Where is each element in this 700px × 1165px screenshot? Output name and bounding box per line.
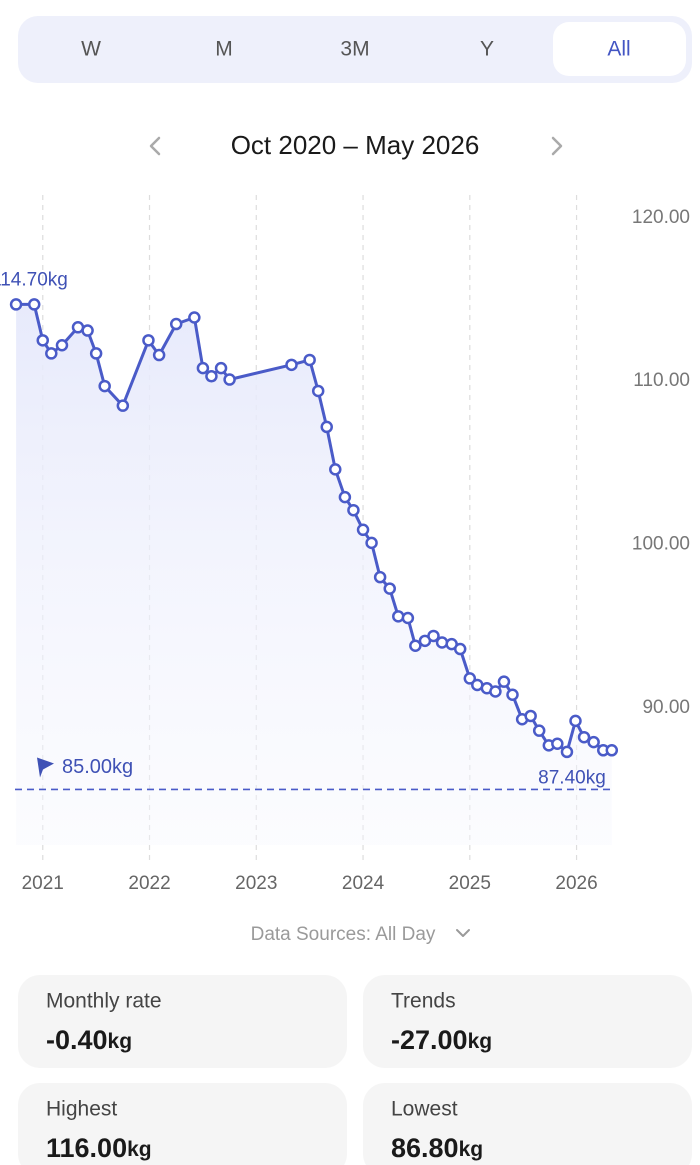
point — [81, 324, 94, 337]
data-sources[interactable]: Data Sources: All Day — [251, 924, 436, 945]
stat-unit: kg — [127, 1138, 152, 1161]
stat-number: -0.40 — [46, 1025, 108, 1055]
point — [524, 709, 537, 723]
point — [409, 639, 422, 653]
point — [373, 570, 387, 584]
point — [223, 373, 236, 386]
stat-unit: kg — [459, 1138, 484, 1161]
point — [329, 463, 342, 476]
point — [205, 370, 218, 383]
value-label: 114.70kg — [0, 269, 68, 290]
point — [383, 582, 396, 595]
point — [365, 536, 378, 550]
tab[interactable]: 3M — [340, 38, 369, 61]
point — [142, 334, 155, 347]
x-tick-label: 2021 — [22, 873, 64, 894]
point — [569, 714, 582, 728]
stat-unit: kg — [108, 1030, 133, 1053]
point — [98, 379, 111, 393]
stat-label: Trends — [391, 990, 456, 1013]
tab[interactable]: All — [607, 38, 630, 61]
y-tick-label: 100.00 — [632, 534, 690, 555]
point — [27, 298, 41, 311]
goal-label: 85.00kg — [62, 756, 133, 778]
x-tick-label: 2023 — [235, 873, 277, 894]
y-tick-label: 120.00 — [632, 207, 690, 228]
next-button[interactable] — [551, 136, 563, 156]
point — [214, 361, 228, 375]
point — [463, 672, 477, 685]
x-tick-label: 2025 — [449, 873, 491, 894]
tab[interactable]: W — [81, 38, 101, 61]
stat-unit: kg — [468, 1030, 493, 1053]
point — [392, 610, 405, 623]
point — [356, 523, 370, 537]
stat-card — [363, 975, 692, 1068]
point — [188, 311, 201, 324]
y-tick-label: 110.00 — [633, 370, 690, 391]
prev-button[interactable] — [149, 136, 161, 156]
stat-value: 86.80kg — [391, 1133, 483, 1163]
point — [435, 636, 449, 649]
point — [427, 629, 440, 643]
tabs: W M 3M Y All — [81, 22, 686, 76]
stat-number: 116.00 — [46, 1133, 127, 1163]
stat-value: -27.00kg — [391, 1025, 492, 1055]
stat-value: 116.00kg — [46, 1133, 152, 1163]
point — [497, 675, 511, 688]
point — [116, 399, 130, 412]
point — [401, 611, 415, 625]
point — [89, 347, 103, 360]
point — [36, 334, 50, 347]
point — [311, 384, 325, 398]
point — [577, 730, 591, 744]
point — [506, 688, 519, 701]
x-tick-label: 2022 — [128, 873, 170, 894]
point — [587, 735, 600, 749]
goal-flag — [37, 757, 54, 778]
x-tick-label: 2024 — [342, 873, 385, 894]
point — [551, 737, 564, 750]
stat-label: Lowest — [391, 1098, 458, 1121]
point — [338, 490, 352, 504]
point — [489, 685, 502, 698]
stat-number: -27.00 — [391, 1025, 468, 1055]
point — [55, 339, 69, 352]
tab[interactable]: M — [215, 38, 233, 61]
tab[interactable]: Y — [480, 38, 494, 61]
point — [605, 744, 619, 757]
point — [285, 358, 298, 372]
point — [347, 503, 360, 517]
area-fill — [16, 304, 612, 845]
point — [196, 361, 210, 375]
point — [320, 420, 333, 434]
x-tick-label: 2026 — [555, 873, 597, 894]
stat-number: 86.80 — [391, 1133, 459, 1163]
point — [303, 353, 316, 367]
stat-card — [18, 975, 347, 1068]
stat-label: Highest — [46, 1098, 117, 1121]
tab-selected — [553, 22, 686, 76]
tab-bar — [18, 16, 692, 83]
stats: Monthly rate-0.40kgTrends-27.00kgHighest… — [18, 975, 692, 1165]
point — [9, 298, 23, 311]
y-tick-label: 90.00 — [642, 697, 690, 718]
dropdown-icon — [456, 929, 470, 937]
stat-label: Monthly rate — [46, 990, 162, 1013]
stat-card — [18, 1083, 347, 1165]
point — [45, 347, 58, 360]
point — [532, 724, 546, 737]
stat-value: -0.40kg — [46, 1025, 132, 1055]
point — [560, 745, 574, 759]
point — [169, 317, 183, 331]
stat-card — [363, 1083, 692, 1165]
chart: 2021 2022 2023 2024 2025 2026 90.00 100.00 110.0… — [0, 195, 690, 894]
date-range: Oct 2020 – May 2026 — [231, 130, 480, 160]
point — [453, 642, 467, 656]
point — [152, 348, 166, 362]
value-label: 87.40kg — [538, 767, 606, 788]
